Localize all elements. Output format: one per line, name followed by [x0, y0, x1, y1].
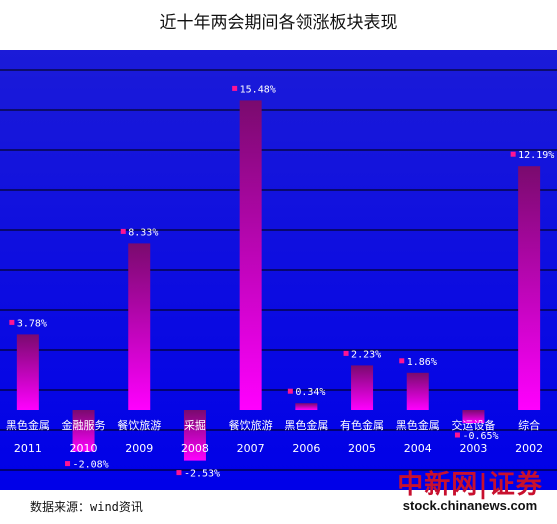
year-tick-label: 2010 [70, 442, 98, 455]
value-marker [454, 432, 460, 438]
bar [183, 410, 206, 461]
chart-title: 近十年两会期间各领涨板块表现 [159, 13, 398, 33]
year-tick-label: 2002 [515, 442, 543, 455]
sector-label: 有色金属 [340, 418, 384, 432]
value-label: -0.65% [462, 431, 498, 442]
sector-label: 黑色金属 [284, 418, 328, 432]
year-tick-label: 2003 [459, 442, 487, 455]
value-labels: 3.78% -2.08% 8.33% -2.53% 15.48% 0.34% 2.23% 1.… [9, 84, 554, 480]
value-marker [399, 358, 405, 364]
bar [295, 403, 318, 410]
sector-label: 采掘 [184, 418, 206, 432]
year-tick-label: 2011 [14, 442, 42, 455]
watermark: 中新网|证券 stock.chinanews.com [386, 464, 554, 518]
watermark-url: stock.chinanews.com [402, 498, 538, 513]
value-label: 15.48% [240, 84, 276, 95]
bar [462, 410, 485, 423]
value-label: 1.86% [407, 357, 437, 368]
value-marker [287, 388, 293, 394]
bar [406, 372, 429, 410]
sector-label: 黑色金属 [396, 418, 440, 432]
year-tick-label: 2007 [237, 442, 265, 455]
bars [16, 100, 541, 461]
value-marker [120, 228, 126, 234]
bar [518, 166, 541, 410]
value-label: 12.19% [518, 150, 554, 161]
source-note: 数据来源：wind资讯 [30, 500, 143, 514]
sector-label: 黑色金属 [6, 418, 50, 432]
sector-labels: 黑色金属 金融服务 餐饮旅游 采掘 餐饮旅游 黑色金属 有色金属 黑色金属 交运设备 综合 [6, 418, 540, 432]
value-label: -2.53% [184, 469, 220, 480]
value-marker [510, 151, 516, 157]
value-label: 0.34% [295, 387, 325, 398]
sector-label: 餐饮旅游 [229, 418, 273, 432]
value-label: 8.33% [128, 227, 158, 238]
value-marker [9, 319, 15, 325]
gridlines [0, 69, 557, 471]
value-marker [232, 85, 238, 91]
bar [128, 243, 151, 410]
sector-label: 交运设备 [451, 418, 495, 432]
year-labels: 2011 2010 2009 2008 2007 2006 2005 2004 2003 2002 [14, 442, 543, 455]
sector-label: 综合 [518, 418, 540, 432]
value-label: 3.78% [17, 318, 47, 329]
year-tick-label: 2004 [404, 442, 432, 455]
year-tick-label: 2006 [292, 442, 320, 455]
value-label: 2.23% [351, 349, 381, 360]
year-tick-label: 2008 [181, 442, 209, 455]
bar [239, 100, 262, 411]
bar [351, 365, 374, 410]
value-marker [343, 350, 349, 356]
year-tick-label: 2009 [125, 442, 153, 455]
sector-label: 餐饮旅游 [117, 418, 161, 432]
bar [16, 334, 39, 410]
value-marker [65, 461, 71, 467]
year-tick-label: 2005 [348, 442, 376, 455]
sector-label: 金融服务 [62, 418, 106, 432]
value-marker [176, 470, 182, 476]
value-label: -2.08% [73, 460, 109, 471]
bar [72, 410, 95, 452]
watermark-brand: 中新网|证券 [397, 470, 543, 500]
